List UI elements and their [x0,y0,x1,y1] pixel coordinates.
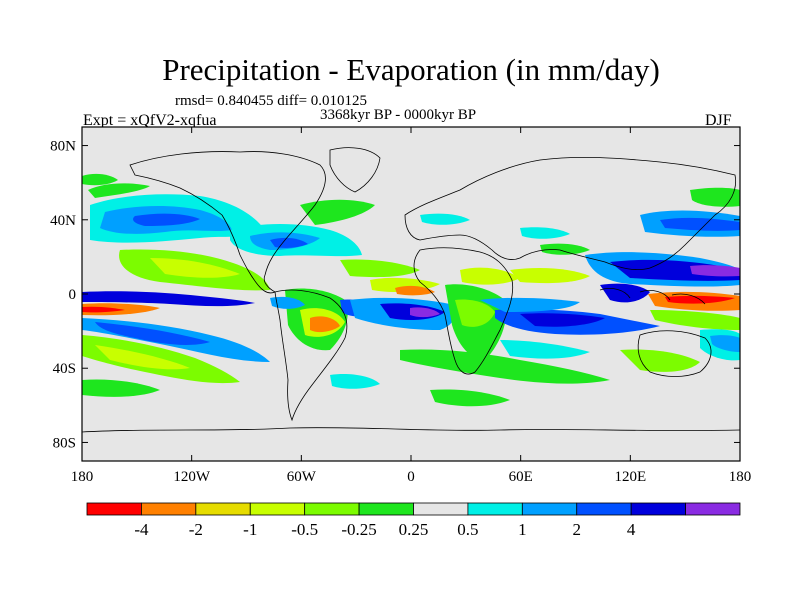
colorbar-swatch [467,502,523,516]
lat-label: 40N [50,213,76,229]
coastline-africa [413,247,514,375]
field-region [270,296,305,309]
field-region [430,389,510,407]
lat-label: 80S [53,435,76,451]
lat-label: 40S [53,361,76,377]
colorbar-swatch [304,502,360,516]
season-label: DJF [705,112,732,129]
field-region [410,307,440,318]
field-region [400,349,610,384]
plot-title: Precipitation - Evaporation (in mm/day) [162,52,660,87]
colorbar-swatch [521,502,578,516]
field-region [690,265,740,277]
lat-label: 0 [69,287,77,303]
longitude-axis: 180 120W 60W 0 60E 120E 180 [71,127,752,485]
colorbar-label: 4 [627,520,636,539]
colorbar-swatch [141,502,197,516]
experiment-label: Expt = xQfV2-xqfua [83,112,217,129]
field-region [455,299,495,327]
colorbar-swatch [249,502,306,516]
lon-label: 120W [173,469,211,485]
field-region [95,345,190,370]
colorbar-label: 1 [518,520,527,539]
coastline-australia [637,330,712,377]
colorbar-label: 0.25 [399,520,429,539]
colorbar-swatch [630,502,686,516]
map-plot-area [82,127,740,461]
field-region [270,237,308,248]
field-region [82,303,160,316]
field-region [82,379,160,397]
coastline-maritime [599,288,706,305]
colorbar-swatch [195,502,251,516]
lon-label: 180 [729,469,752,485]
field-region [480,297,580,312]
field-region [82,306,125,313]
colorbar: -4 -2 -1 -0.5 -0.25 0.25 0.5 1 2 4 [86,502,741,539]
colorbar-label: -4 [134,520,149,539]
field-region [650,310,740,330]
field-region [395,285,435,296]
field-region [660,217,740,231]
coastlines [82,147,740,433]
lon-label: 60W [287,469,317,485]
field-region [510,268,590,284]
coastline-antarctica [82,427,740,433]
field-region [420,213,470,225]
field-region [150,258,240,278]
period-text: 3368kyr BP - 0000kyr BP [320,107,477,123]
lon-label: 0 [407,469,415,485]
field-region [82,291,255,307]
field-region [520,313,605,327]
lon-label: 180 [71,469,94,485]
field-region [330,374,380,389]
field-region [690,187,740,207]
coastline-greenland [329,147,381,193]
colorbar-swatch [413,502,469,516]
field-region [500,340,590,359]
colorbar-label: -2 [189,520,203,539]
colorbar-swatch [86,502,142,516]
colorbar-label: 0.5 [457,520,478,539]
field-region [88,183,150,198]
coastline-south-america [274,289,348,422]
latitude-axis: 80N 40N 0 40S 80S [50,139,740,451]
field-region [520,227,570,239]
lon-label: 120E [614,469,646,485]
colorbar-label: -0.5 [291,520,318,539]
colorbar-label: -0.25 [341,520,376,539]
field-region [540,243,590,255]
colorbar-swatch [358,502,414,516]
coastline-eurasia [404,156,737,270]
field-region [620,349,700,372]
field-region [82,173,118,186]
colorbar-swatch [576,502,632,516]
field-region [460,267,520,285]
coastline-north-america [129,151,326,294]
field-contours [82,173,740,407]
field-region [133,213,200,226]
lat-label: 80N [50,139,76,155]
colorbar-label: 2 [573,520,582,539]
field-region [340,259,420,278]
colorbar-swatch [685,502,741,516]
field-region [95,322,210,345]
field-region [300,199,375,225]
colorbar-label: -1 [243,520,257,539]
field-region [710,335,740,352]
lon-label: 60E [509,469,533,485]
field-region [310,316,340,333]
stats-text: rmsd= 0.840455 diff= 0.010125 [175,93,368,109]
